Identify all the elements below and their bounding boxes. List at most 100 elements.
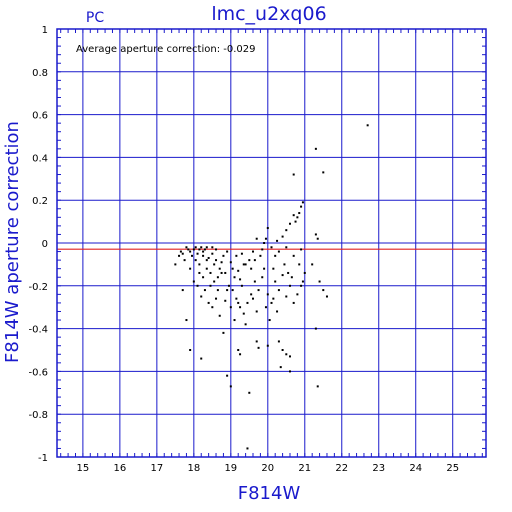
x-tick-label: 17 (150, 463, 163, 474)
data-point (294, 220, 297, 223)
data-point (285, 246, 288, 249)
data-point (187, 248, 190, 251)
data-point (255, 310, 258, 313)
y-tick-label: -0.2 (28, 282, 48, 293)
data-point (207, 256, 210, 259)
data-point (281, 349, 284, 351)
data-point (233, 276, 236, 279)
data-point (283, 263, 286, 266)
data-point (274, 280, 277, 283)
data-point (292, 254, 295, 257)
data-point (318, 280, 321, 283)
data-point (264, 237, 267, 240)
data-point (185, 246, 188, 249)
data-point (189, 267, 192, 270)
data-point (215, 259, 218, 262)
data-point (314, 147, 317, 150)
data-point (253, 280, 256, 283)
data-point (248, 259, 251, 262)
data-point (205, 259, 208, 262)
y-tick-labels: -1 -0.8 -0.6 -0.4 -0.2 0 0.2 0.4 0.6 0.8 1 (28, 25, 48, 464)
data-point (300, 248, 303, 251)
x-tick-label: 19 (224, 463, 237, 474)
data-point (276, 310, 279, 313)
data-point (189, 349, 192, 351)
x-tick-label: 15 (77, 463, 90, 474)
data-point (218, 314, 221, 317)
data-point (239, 278, 242, 281)
data-point (237, 301, 240, 304)
data-point (266, 344, 269, 347)
y-tick-label: -0.6 (28, 367, 48, 378)
data-point (239, 353, 242, 356)
data-point (314, 327, 317, 330)
data-point (218, 267, 221, 270)
data-point (270, 301, 273, 304)
data-point (366, 124, 369, 127)
y-tick-label: 0.2 (32, 196, 48, 207)
data-point (311, 263, 314, 266)
x-tick-label: 25 (446, 463, 459, 474)
data-point (237, 349, 240, 351)
data-point (194, 259, 197, 262)
data-point (285, 229, 288, 232)
x-tick-label: 21 (298, 463, 311, 474)
data-point (255, 340, 258, 343)
data-point (279, 366, 282, 369)
data-point (179, 250, 182, 253)
data-point (290, 276, 293, 279)
data-point (237, 269, 240, 272)
data-point (301, 280, 304, 283)
data-point (257, 289, 260, 292)
data-point (224, 299, 227, 302)
data-point (300, 284, 303, 287)
data-point (220, 271, 223, 274)
x-tick-label: 20 (261, 463, 274, 474)
data-point (252, 250, 255, 253)
data-point (257, 346, 260, 349)
data-point (181, 289, 184, 292)
data-point (231, 267, 234, 270)
data-point (246, 301, 249, 304)
data-point (281, 235, 284, 238)
data-point (233, 319, 236, 322)
data-point (314, 233, 317, 236)
y-tick-label: 0 (42, 239, 48, 250)
data-point (288, 222, 291, 225)
data-point (194, 246, 197, 249)
chart-annotation: Average aperture correction: -0.029 (76, 44, 256, 55)
data-point (263, 242, 266, 244)
data-point (266, 227, 269, 230)
y-tick-label: 0.4 (32, 153, 48, 164)
x-tick-label: 22 (335, 463, 348, 474)
data-point (181, 252, 184, 255)
data-point (288, 370, 291, 373)
data-point (242, 263, 245, 266)
data-point (229, 261, 232, 264)
data-point (246, 447, 249, 450)
data-point (192, 248, 195, 251)
data-point (253, 259, 256, 262)
data-point (240, 284, 243, 287)
x-tick-label: 23 (372, 463, 385, 474)
data-point (209, 284, 212, 287)
data-point (209, 271, 212, 274)
data-point (281, 274, 284, 277)
data-point (235, 254, 238, 257)
plot-frame (56, 28, 487, 458)
data-point (268, 319, 271, 322)
data-point (301, 201, 304, 204)
x-tick-label: 24 (409, 463, 422, 474)
data-point (274, 254, 277, 257)
data-point (226, 289, 229, 292)
data-point (174, 263, 177, 266)
data-point (205, 246, 208, 249)
data-point (198, 271, 201, 274)
data-point (242, 312, 245, 315)
data-point (198, 263, 201, 266)
data-point (196, 252, 199, 255)
data-point (288, 355, 291, 358)
data-point (298, 212, 301, 215)
data-point (202, 250, 205, 253)
